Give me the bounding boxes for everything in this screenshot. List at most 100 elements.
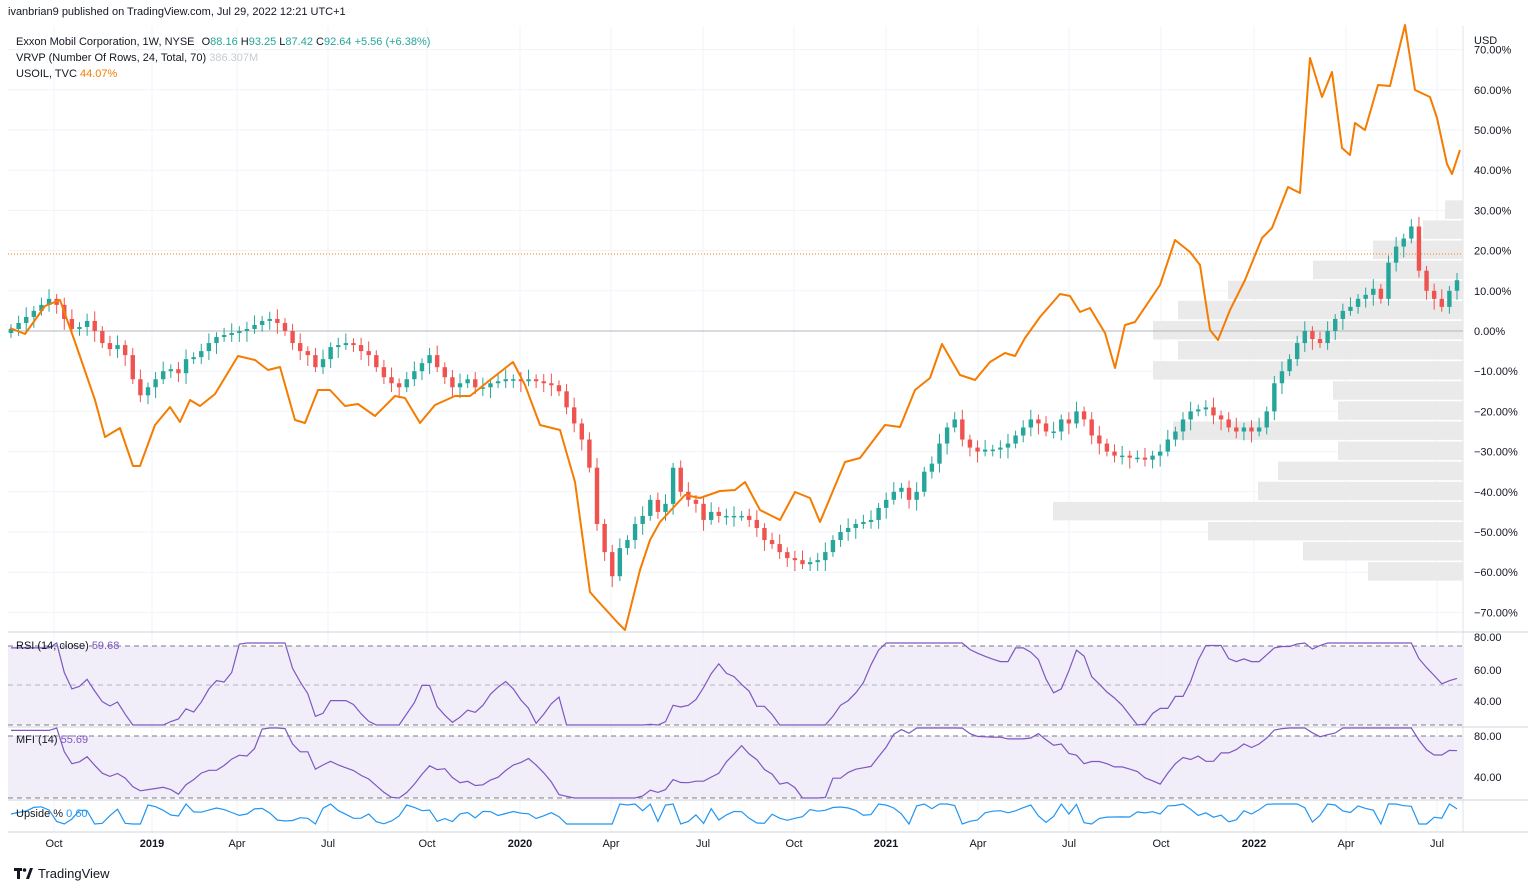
rsi-legend[interactable]: RSI (14, close) 59.68 — [16, 640, 119, 652]
x-tick-label: Oct — [45, 838, 62, 850]
candle-body — [1066, 419, 1072, 424]
candle-body — [1317, 339, 1323, 344]
candle-body — [838, 532, 843, 541]
candle-body — [914, 491, 919, 500]
candle-body — [1196, 409, 1201, 412]
candle-body — [39, 304, 44, 311]
candle-body — [1135, 457, 1140, 460]
candle-body — [556, 385, 562, 392]
candle-body — [632, 523, 638, 541]
volume-profile-bar — [1368, 562, 1463, 581]
candle-body — [678, 467, 683, 492]
x-tick-label: Apr — [1337, 838, 1354, 850]
candle-body — [1112, 451, 1117, 456]
candle-body — [952, 419, 957, 428]
mfi-legend[interactable]: MFI (14) 55.69 — [16, 734, 88, 746]
candle-body — [488, 383, 493, 388]
candle-body — [967, 439, 973, 448]
candle-body — [1173, 431, 1178, 440]
candle-body — [708, 511, 714, 520]
candle-body — [1142, 457, 1148, 460]
candle-body — [1454, 280, 1460, 291]
candle-body — [1409, 226, 1414, 239]
y-tick-label: 60.00% — [1474, 85, 1512, 97]
y-tick-label: 20.00% — [1474, 246, 1512, 258]
high-label: H — [240, 36, 249, 48]
candle-body — [739, 515, 744, 518]
y-tick-label: 30.00% — [1474, 205, 1512, 217]
x-tick-label: 2019 — [140, 838, 164, 850]
candle-body — [1203, 407, 1209, 410]
candle-body — [1340, 310, 1346, 319]
candle-body — [922, 471, 927, 492]
y-tick-label: −50.00% — [1474, 527, 1518, 539]
candle-body — [663, 503, 668, 512]
volume-profile-bar — [1333, 381, 1463, 400]
y-tick-label: −30.00% — [1474, 447, 1518, 459]
vrvp-legend[interactable]: VRVP (Number Of Rows, 24, Total, 70) 386… — [16, 50, 430, 66]
time-axis[interactable]: Oct 2019 Apr Jul Oct 2020 Apr Jul Oct 2021 Apr Jul O… — [45, 838, 1444, 850]
candle-body — [777, 544, 782, 553]
candle-body — [648, 499, 653, 516]
y-tick-label: −20.00% — [1474, 406, 1518, 418]
open-value: 88.16 — [210, 36, 238, 48]
candle-body — [1363, 294, 1368, 299]
candle-body — [754, 519, 760, 528]
candle-body — [46, 298, 52, 305]
candle-body — [206, 343, 212, 352]
main-series-legend[interactable]: Exxon Mobil Corporation, 1W, NYSE O88.16… — [16, 34, 430, 50]
tradingview-logo-icon — [14, 867, 33, 879]
y-tick-label: 0.00% — [1474, 326, 1505, 338]
candle-body — [1386, 262, 1391, 299]
candle-body — [8, 328, 14, 334]
candle-body — [115, 345, 120, 350]
usoil-legend[interactable]: USOIL, TVC 44.07% — [16, 66, 430, 82]
usoil-comparison-line — [9, 24, 1461, 631]
candle-body — [389, 377, 394, 384]
candle-body — [396, 383, 402, 388]
low-label: L — [279, 36, 286, 48]
candlestick-series — [8, 216, 1460, 588]
candle-body — [1104, 443, 1110, 452]
candle-body — [1241, 427, 1247, 432]
candle-body — [419, 363, 425, 372]
rsi-value: 59.68 — [91, 640, 120, 652]
x-tick-label: Oct — [1152, 838, 1169, 850]
x-tick-label: Apr — [969, 838, 986, 850]
usoil-value: 44.07% — [80, 68, 118, 80]
candle-body — [465, 379, 470, 384]
candle-body — [1447, 290, 1452, 307]
tradingview-footer[interactable]: TradingView — [14, 866, 110, 881]
candle-body — [899, 487, 904, 492]
candle-body — [655, 499, 661, 512]
candle-body — [374, 355, 379, 368]
series-legend: Exxon Mobil Corporation, 1W, NYSE O88.16… — [16, 34, 430, 82]
x-tick-label: Jul — [1062, 838, 1076, 850]
candle-body — [1264, 411, 1269, 428]
candle-body — [990, 449, 995, 452]
change-value: +5.56 (+6.38%) — [354, 36, 431, 48]
y-tick-label: 50.00% — [1474, 125, 1512, 137]
candle-body — [594, 467, 600, 524]
upside-legend[interactable]: Upside % 0.60 — [16, 808, 88, 820]
candle-body — [358, 345, 364, 352]
candle-body — [861, 521, 866, 524]
candle-body — [138, 379, 143, 396]
candle-body — [298, 343, 303, 352]
price-axis[interactable]: 70.00% 60.00% 50.00% 40.00% 30.00% 20.00% 10.0… — [1474, 45, 1518, 620]
candle-body — [731, 515, 737, 518]
vrvp-label: VRVP (Number Of Rows, 24, Total, 70) — [16, 52, 207, 64]
volume-profile-bar — [1178, 300, 1463, 320]
low-value: 87.42 — [285, 36, 313, 48]
candle-body — [762, 527, 767, 541]
candle-body — [670, 467, 676, 504]
y-tick-label: −60.00% — [1474, 567, 1518, 579]
candle-body — [1211, 407, 1216, 416]
candle-body — [891, 491, 897, 500]
candle-body — [31, 310, 37, 317]
candle-body — [1226, 419, 1231, 428]
rsi-axis-80: 80.00 — [1474, 632, 1502, 644]
candle-body — [1188, 411, 1193, 420]
volume-profile-bar — [1228, 280, 1463, 300]
